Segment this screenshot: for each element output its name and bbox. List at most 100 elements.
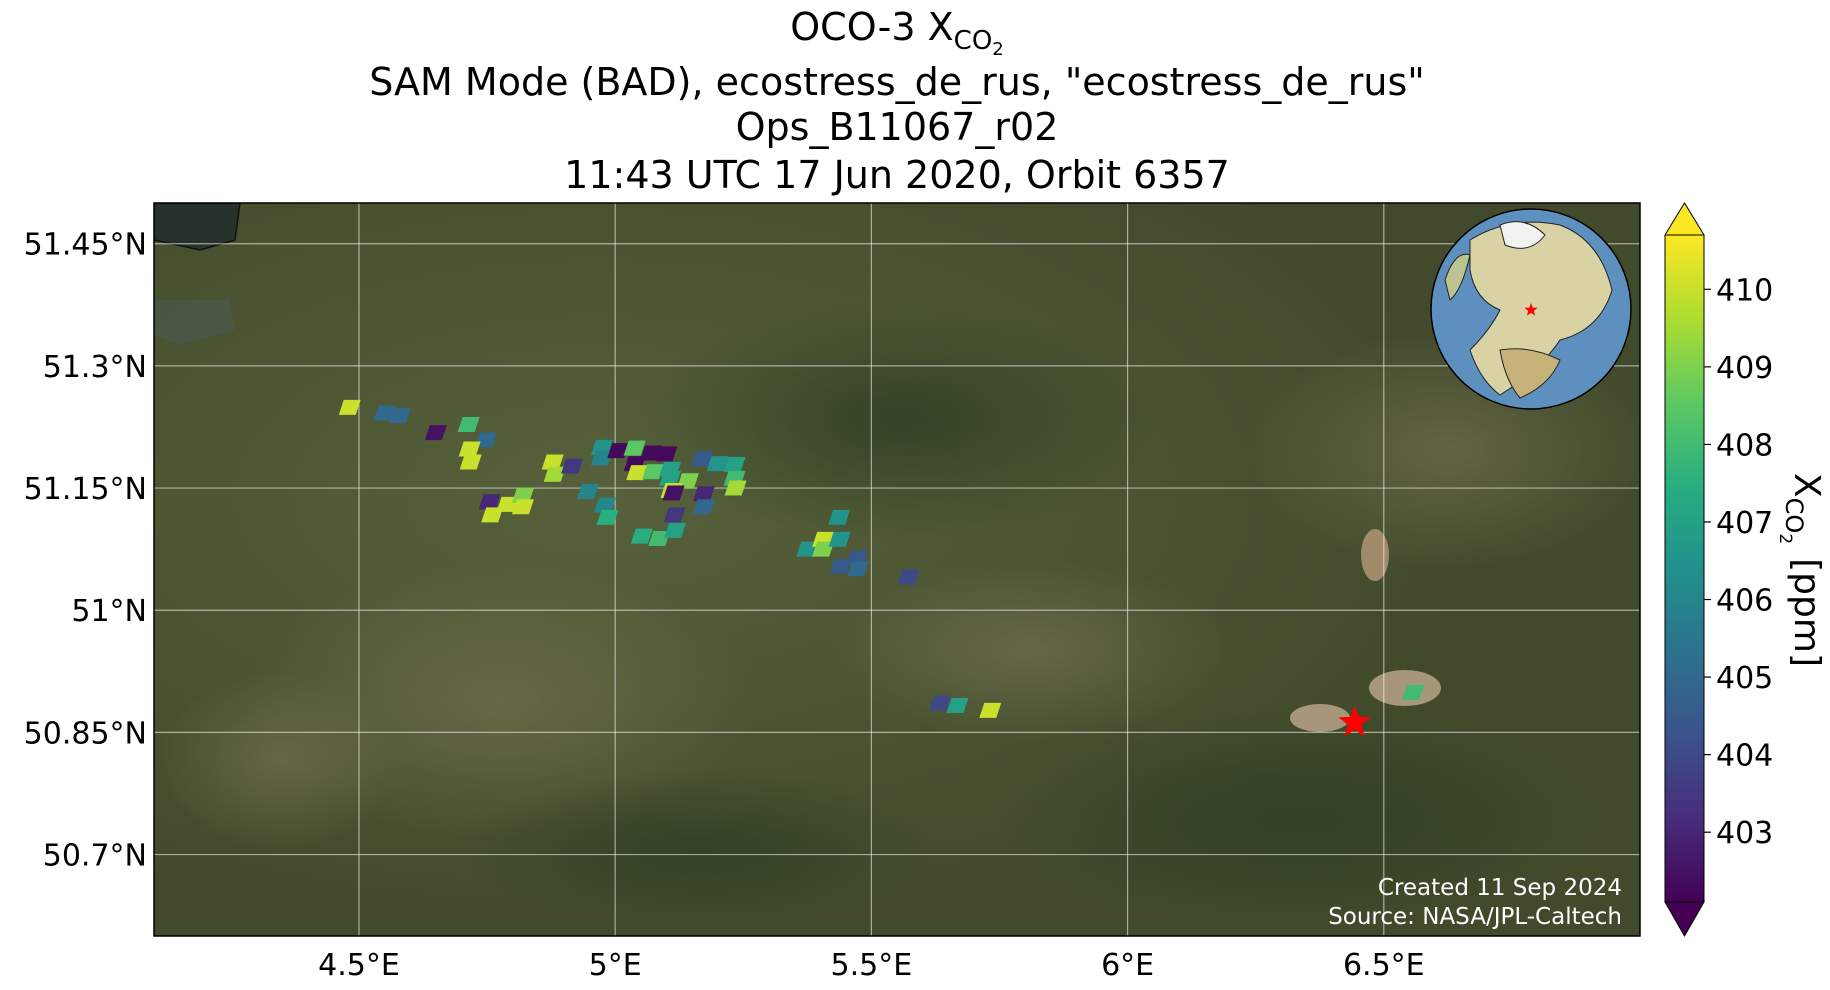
footprint xyxy=(640,445,663,461)
colorbar-tick-label: 409 xyxy=(1716,351,1773,386)
footprint xyxy=(590,450,613,466)
axes: 4.5°E 5°E 5.5°E 6°E 6.5°E 50.7°N 50.85°N 51°N 51… xyxy=(24,228,1425,983)
footprint xyxy=(897,569,920,585)
footprint xyxy=(511,487,534,503)
title-subscript: 2 xyxy=(992,39,1003,60)
footprint xyxy=(812,541,835,557)
y-tick-label: 51.3°N xyxy=(43,350,147,385)
colorbar-bar xyxy=(1664,234,1705,903)
title-subscript: CO xyxy=(954,26,993,56)
y-tick-label: 51.15°N xyxy=(24,472,147,507)
footprint xyxy=(692,486,715,502)
footprint xyxy=(663,507,686,523)
colorbar-tick-label: 410 xyxy=(1716,273,1773,308)
footprint xyxy=(623,440,646,456)
site-marker xyxy=(1338,705,1371,737)
terrain xyxy=(160,670,400,850)
footprint xyxy=(561,458,584,474)
terrain xyxy=(640,300,1160,540)
footprint xyxy=(664,522,687,538)
footprint xyxy=(373,405,396,421)
colorbar-tick-label: 408 xyxy=(1716,428,1773,463)
globe-ice xyxy=(1499,221,1546,249)
footprint xyxy=(478,494,501,510)
footprint xyxy=(475,432,498,448)
colorbar: 403 404 405 406 407 408 409 410 XCO2 [ppm] xyxy=(1664,202,1827,938)
terrain xyxy=(1000,710,1600,930)
footprint xyxy=(1402,684,1425,700)
footprint xyxy=(543,466,566,482)
colorbar-tick-label: 403 xyxy=(1716,816,1773,851)
footprint xyxy=(541,454,564,470)
footprint xyxy=(662,485,685,501)
sea xyxy=(154,203,241,251)
colorbar-label-unit: [ppm] xyxy=(1786,558,1827,667)
map-frame xyxy=(153,202,1641,937)
footprint xyxy=(630,528,653,544)
globe-land xyxy=(1444,253,1471,301)
footprint xyxy=(692,499,715,515)
colorbar-tick-label: 405 xyxy=(1716,661,1773,696)
subtitle: 11:43 UTC 17 Jun 2020, Orbit 6357 xyxy=(564,153,1230,197)
footprint xyxy=(424,425,447,441)
footprint xyxy=(459,454,482,470)
colorbar-extend-top xyxy=(1664,202,1705,236)
x-tick-label: 5.5°E xyxy=(831,948,913,983)
footprint xyxy=(338,399,361,415)
y-tick-label: 51.45°N xyxy=(24,228,147,263)
grid xyxy=(154,203,1640,936)
footprint xyxy=(607,443,630,459)
footprint xyxy=(706,456,729,472)
title-line: OCO-3 XCO2 xyxy=(790,5,1004,60)
footer: Source: NASA/JPL-Caltech xyxy=(1328,904,1622,930)
footprint xyxy=(946,698,969,714)
mine xyxy=(1369,670,1441,706)
footprint xyxy=(577,483,600,499)
title: OCO-3 XCO2 SAM Mode (BAD), ecostress_de_… xyxy=(369,5,1425,197)
footer: Created 11 Sep 2024 xyxy=(1378,875,1622,901)
subtitle: Ops_B11067_r02 xyxy=(736,105,1059,149)
colorbar-label: XCO2 [ppm] xyxy=(1775,473,1827,667)
footprint xyxy=(659,470,682,486)
footprint xyxy=(596,509,619,525)
colorbar-tick-label: 407 xyxy=(1716,506,1773,541)
site-marker xyxy=(1524,303,1538,316)
footprint xyxy=(593,497,616,513)
footprints xyxy=(338,399,1425,737)
footprint xyxy=(828,509,851,525)
footprint xyxy=(655,446,678,462)
y-tick-label: 50.7°N xyxy=(43,839,147,874)
colorbar-label-text: X xyxy=(1786,473,1827,498)
globe-marker xyxy=(1524,303,1538,316)
footprint xyxy=(724,480,747,496)
water xyxy=(154,300,235,345)
footprint xyxy=(457,417,480,433)
footprint xyxy=(676,473,699,489)
footprint xyxy=(511,499,534,515)
x-tick-label: 4.5°E xyxy=(318,948,400,983)
footprint xyxy=(648,531,671,547)
subtitle: SAM Mode (BAD), ecostress_de_rus, "ecost… xyxy=(369,60,1425,104)
globe-inset xyxy=(1430,208,1632,410)
colorbar-label-subscript: 2 xyxy=(1775,533,1795,544)
title-text: OCO-3 X xyxy=(790,5,953,49)
colorbar-ticks: 403 404 405 406 407 408 409 410 xyxy=(1704,273,1773,851)
footprint xyxy=(691,451,714,467)
x-tick-label: 5°E xyxy=(589,948,642,983)
mine xyxy=(1361,529,1389,581)
x-tick-label: 6.5°E xyxy=(1343,948,1425,983)
footprint xyxy=(626,465,649,481)
footprint xyxy=(847,561,870,577)
y-tick-label: 51°N xyxy=(71,594,147,629)
footprint xyxy=(979,702,1002,718)
mine xyxy=(1290,704,1350,732)
x-tick-label: 6°E xyxy=(1101,948,1154,983)
terrain xyxy=(830,560,1230,740)
globe-land xyxy=(1499,348,1561,399)
basemap xyxy=(154,203,1640,936)
footprint xyxy=(458,441,481,457)
terrain xyxy=(460,770,940,930)
colorbar-tick-label: 406 xyxy=(1716,584,1773,619)
colorbar-label-subscript: CO xyxy=(1780,498,1808,534)
